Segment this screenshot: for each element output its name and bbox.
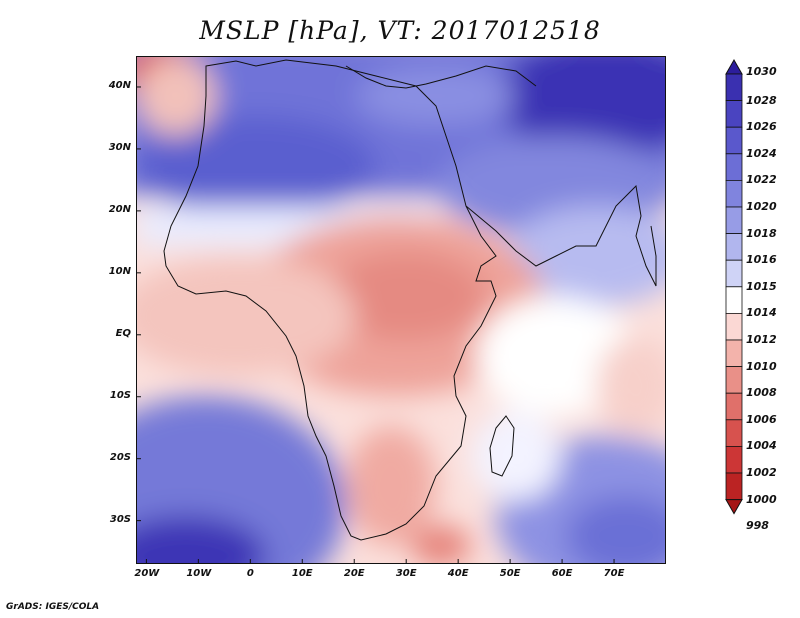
pressure-field xyxy=(136,56,666,564)
colorbar-label: 1004 xyxy=(746,439,777,453)
lat-label: 10N xyxy=(108,265,131,277)
lat-label: 30S xyxy=(109,513,131,525)
colorbar-label: 1012 xyxy=(746,333,777,346)
colorbar-label: 1024 xyxy=(746,146,777,160)
lon-label: 10W xyxy=(186,568,212,579)
lat-label: 20N xyxy=(108,203,131,215)
colorbar-cell xyxy=(725,153,743,181)
coastlines xyxy=(163,59,657,541)
colorbar-cell xyxy=(725,206,743,235)
lon-label: 50E xyxy=(499,568,521,579)
lon-label: 20W xyxy=(134,568,160,579)
colorbar-label: 1008 xyxy=(746,386,777,400)
colorbar-cell xyxy=(725,259,743,288)
colorbar-cell xyxy=(725,126,743,155)
colorbar-cell xyxy=(725,312,743,341)
lat-label: 30N xyxy=(108,141,131,153)
arabia-india-coastline xyxy=(465,184,657,287)
lat-label: 10S xyxy=(109,389,131,401)
colorbar-cell xyxy=(725,100,743,128)
map-panel xyxy=(136,56,666,564)
lon-label: 40E xyxy=(447,568,469,579)
colorbar-label: 1010 xyxy=(746,359,777,373)
map-frame xyxy=(136,56,666,564)
colorbar-cell xyxy=(725,419,743,447)
footer-credit: GrADS: IGES/COLA xyxy=(6,602,100,612)
colorbar-cell xyxy=(725,472,743,501)
colorbar-label: 1002 xyxy=(746,466,777,479)
colorbar-cell xyxy=(725,286,743,314)
colorbar-label: 1030 xyxy=(746,65,777,78)
lon-label: 60E xyxy=(551,568,573,579)
mediterranean-coastline xyxy=(345,65,537,89)
lon-label: 20E xyxy=(343,568,365,579)
lon-label: 10E xyxy=(291,568,313,579)
colorbar-svg xyxy=(725,58,743,515)
colorbar-cell xyxy=(725,445,743,474)
colorbar-label: 1022 xyxy=(746,173,777,187)
colorbar-label: 1020 xyxy=(746,200,777,213)
madagascar-coastline xyxy=(489,415,515,477)
colorbar-cell xyxy=(725,73,743,102)
colorbar-top-arrow xyxy=(725,58,743,75)
colorbar-cell xyxy=(725,339,743,368)
pressure-map xyxy=(136,56,666,564)
map-title: MSLP [hPa], VT: 2017012518 xyxy=(199,16,601,45)
colorbar-label: 1016 xyxy=(746,253,777,267)
colorbar-label: 1000 xyxy=(746,492,777,506)
colorbar-cell xyxy=(725,392,743,421)
lon-label: 70E xyxy=(603,568,625,579)
colorbar-label: 998 xyxy=(746,519,769,533)
colorbar-label: 1028 xyxy=(746,93,777,107)
lon-label: 30E xyxy=(395,568,417,579)
colorbar-cell xyxy=(725,366,743,394)
colorbar-label: 1006 xyxy=(746,412,777,426)
lon-label: 0 xyxy=(246,568,254,579)
lat-label: 20S xyxy=(109,451,131,463)
africa-coastline xyxy=(163,59,497,541)
colorbar-label: 1015 xyxy=(746,279,777,293)
colorbar-cell xyxy=(725,233,743,261)
lat-label: EQ xyxy=(115,327,131,339)
lat-label: 40N xyxy=(108,79,131,91)
colorbar-label: 1014 xyxy=(746,306,777,320)
colorbar-label: 1026 xyxy=(746,120,777,134)
colorbar-label: 1018 xyxy=(746,226,777,240)
colorbar-cell xyxy=(725,180,743,208)
colorbar-bottom-arrow xyxy=(725,499,743,515)
